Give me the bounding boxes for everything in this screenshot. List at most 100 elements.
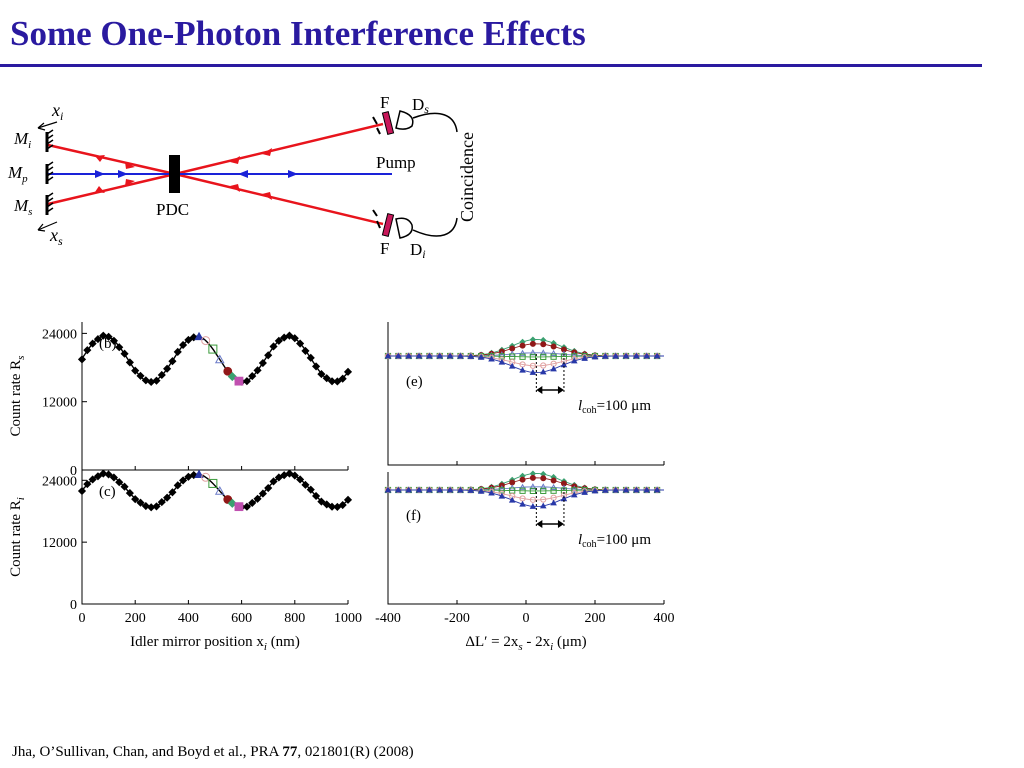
series-point: [550, 487, 557, 494]
series-point: [602, 486, 609, 493]
axis-frame: [81, 322, 348, 471]
data-point: [253, 366, 262, 375]
x-tick-label: 0: [523, 611, 530, 626]
x-axis-label: ΔL′ = 2xs - 2xi (μm): [465, 634, 586, 653]
series-point: [529, 483, 537, 490]
series-point: [467, 487, 475, 493]
series-point: [446, 486, 454, 493]
filter-top: [381, 110, 395, 136]
coherence-label: lcoh=100 μm: [578, 532, 651, 550]
coincidence-wire-bottom: [412, 217, 458, 237]
x-axis-label-mid: - 2x: [523, 634, 551, 650]
data-point: [125, 358, 134, 367]
data-point: [285, 331, 294, 340]
data-point: [338, 374, 347, 383]
idler-beam-right: [174, 172, 384, 226]
x-tick-label: 800: [284, 611, 305, 626]
data-point: [248, 372, 257, 381]
data-point: [343, 495, 353, 504]
data-point: [125, 489, 134, 498]
series-point: [405, 352, 412, 359]
data-point: [306, 353, 315, 362]
data-point: [83, 346, 92, 355]
series-point: [653, 486, 661, 493]
chart-panel-f: lcoh=100 μm (f) -400 -200 0 200 400 ΔL′ = 2xs -…: [375, 470, 675, 653]
data-point: [327, 502, 337, 511]
x-tick-label: 200: [125, 611, 146, 626]
ms-label: Ms: [13, 196, 32, 218]
series-line: [388, 355, 664, 374]
data-point: [312, 362, 321, 371]
x-axis-label-sub2: i: [550, 641, 553, 653]
data-point: [88, 475, 97, 484]
x-axis-label-sub: i: [264, 641, 267, 653]
data-point: [290, 471, 299, 480]
y-tick-label: 24000: [42, 474, 77, 489]
data-point: [173, 347, 182, 356]
y-axis-label-sub: s: [15, 356, 27, 360]
series-point: [622, 352, 630, 359]
series-line: [388, 489, 664, 508]
series-point: [539, 502, 547, 509]
highlight-marker: [201, 472, 211, 482]
data-point: [104, 470, 113, 479]
y-tick-label: 12000: [42, 396, 77, 411]
series-point: [612, 486, 619, 493]
data-point: [258, 489, 267, 498]
series-point: [539, 349, 547, 356]
highlight-marker: [223, 366, 233, 376]
panel-label: (c): [99, 484, 116, 500]
series-point: [457, 352, 464, 359]
series-point: [550, 477, 557, 484]
series-point: [550, 349, 558, 357]
series-point: [539, 368, 547, 375]
data-point: [120, 482, 129, 491]
data-point: [115, 343, 124, 352]
citation-volume: 77: [282, 744, 298, 760]
chart-panel-b: 24000 12000 0 (b) Count rate Rs: [8, 322, 353, 479]
series-point: [633, 486, 640, 493]
data-point: [120, 349, 129, 358]
chart-panel-e: lcoh=100 μm (e): [384, 322, 665, 466]
series-point: [550, 483, 558, 491]
series-point: [540, 353, 547, 360]
series-point: [540, 341, 547, 348]
idler-beam-left: [47, 143, 176, 176]
series-point: [415, 486, 423, 493]
series-point: [529, 474, 536, 481]
x-tick-label: 200: [585, 611, 606, 626]
data-point: [306, 485, 315, 494]
x-axis-label-unit: (μm): [553, 634, 586, 650]
series-point: [633, 352, 640, 359]
mp-label: Mp: [7, 163, 28, 185]
data-point: [99, 331, 108, 340]
data-point: [301, 480, 310, 489]
highlight-marker: [201, 336, 211, 346]
data-point: [312, 491, 321, 501]
series-point: [529, 349, 537, 356]
series-point: [653, 352, 661, 359]
data-point: [131, 366, 140, 375]
series-point: [477, 487, 485, 494]
signal-beam-right: [174, 122, 384, 176]
beam-arrows: [95, 148, 272, 200]
series-point: [571, 491, 578, 498]
panel-label: (f): [406, 508, 421, 524]
series-point: [570, 351, 578, 358]
figure: PDC xi Mi Mp Ms xs: [7, 93, 675, 653]
data-point: [83, 480, 92, 489]
aperture-bottom: [372, 209, 381, 229]
highlight-marker: [214, 485, 225, 495]
coincidence-wire-top: [412, 112, 458, 133]
data-point: [296, 339, 305, 348]
series-point: [498, 492, 506, 499]
coherence-label-value: =100 μm: [597, 532, 652, 548]
x-axis-label-sub1: s: [518, 641, 522, 653]
series-point: [540, 487, 547, 494]
series-point: [467, 353, 475, 359]
data-point: [317, 497, 326, 506]
xs-label: xs: [49, 225, 63, 248]
x-tick-label: 400: [654, 611, 675, 626]
coherence-label-sub: coh: [582, 539, 596, 550]
coherence-arrowheads: [536, 520, 564, 528]
